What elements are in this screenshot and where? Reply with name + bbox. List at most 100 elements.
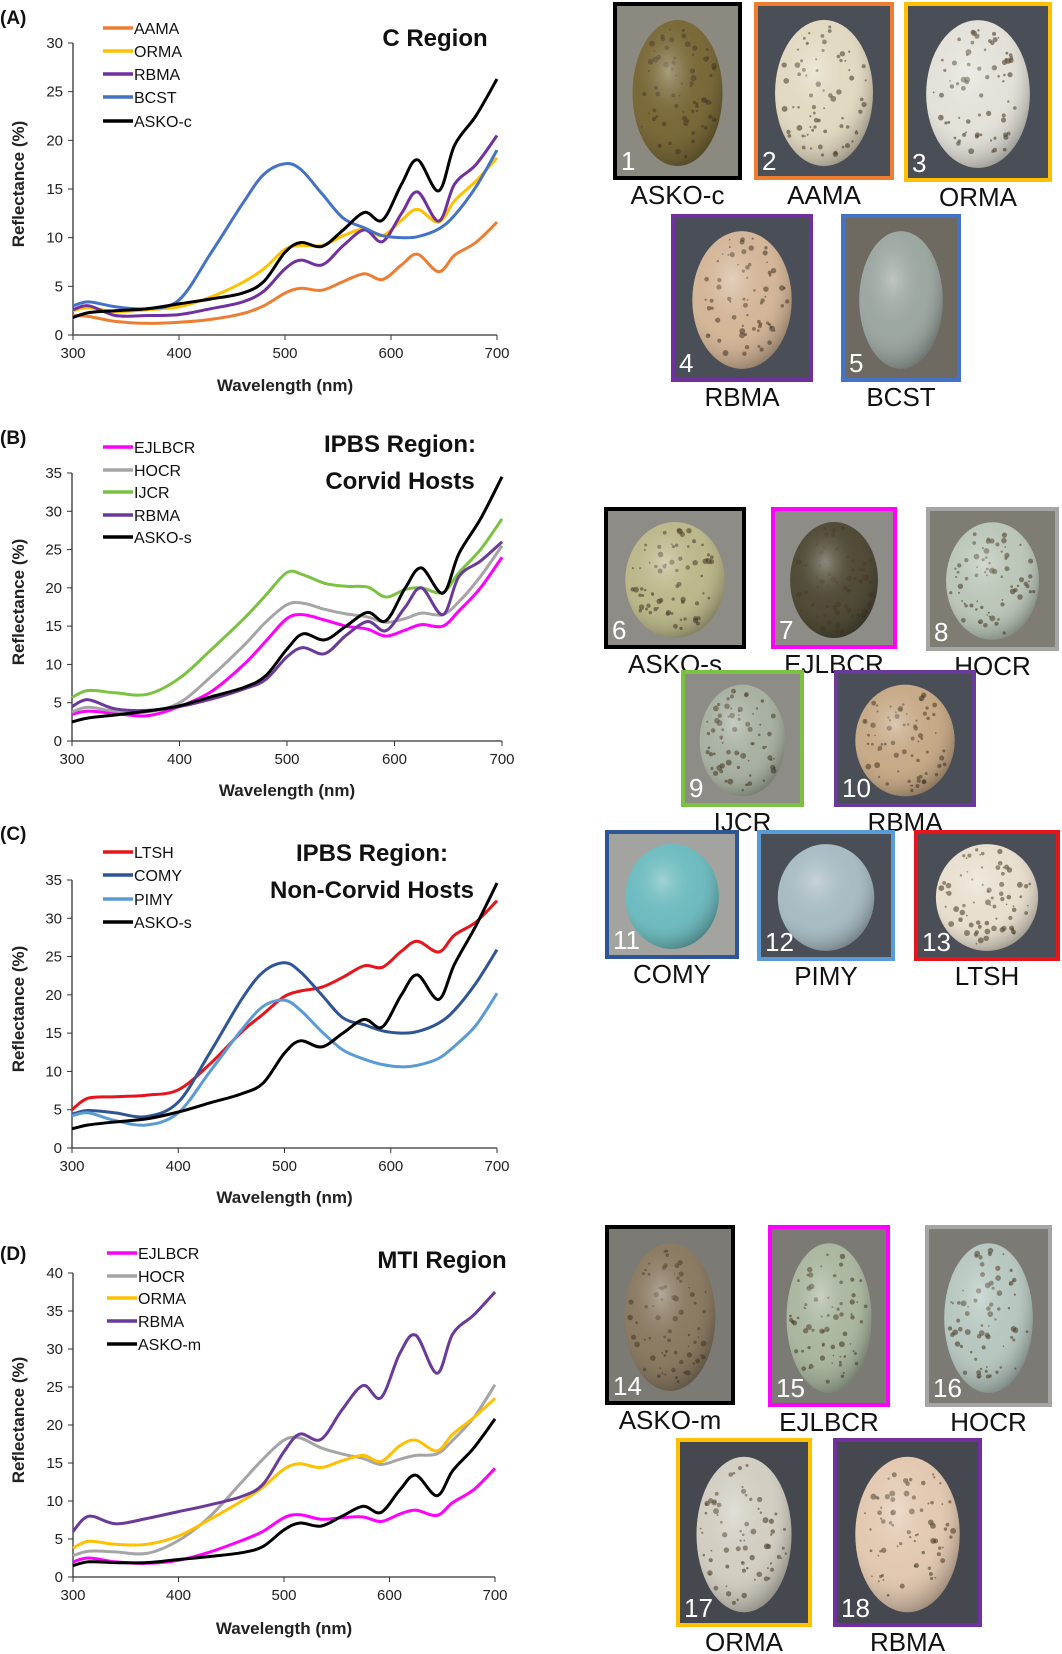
y-tick-label: 10 <box>46 1493 63 1510</box>
x-tick-label: 300 <box>59 751 84 768</box>
y-tick-label: 10 <box>45 656 62 673</box>
x-tick-label: 700 <box>484 345 509 362</box>
egg-photo-14: 14 ASKO-m <box>605 1225 735 1435</box>
y-tick-label: 30 <box>46 35 63 52</box>
egg-shading <box>935 844 1039 951</box>
y-tick-label: 35 <box>45 872 62 889</box>
series-line-hocr <box>71 544 504 714</box>
chart-title: IPBS Region: <box>296 840 448 867</box>
egg-shading <box>624 1243 716 1391</box>
y-tick-label: 20 <box>45 580 62 597</box>
x-tick-label: 400 <box>166 345 191 362</box>
egg-shading <box>632 19 723 167</box>
x-axis-label: Wavelength (nm) <box>217 376 353 395</box>
egg-number: 7 <box>779 615 793 645</box>
egg-label: ASKO-c <box>631 180 725 210</box>
legend-entry: ASKO-c <box>134 114 192 131</box>
x-tick-label: 700 <box>489 751 514 768</box>
y-tick-label: 15 <box>46 181 63 198</box>
egg-shading <box>625 844 719 949</box>
series-line-asko-s <box>71 476 504 724</box>
y-tick-label: 5 <box>54 1102 62 1119</box>
series-line-asko-s <box>71 882 499 1131</box>
y-tick-label: 25 <box>46 1379 63 1396</box>
egg-shading <box>696 1456 792 1613</box>
series-line-rbma <box>71 1290 497 1533</box>
x-tick-label: 500 <box>272 345 297 362</box>
legend-entry: IJCR <box>134 485 170 502</box>
egg-shading <box>855 1456 960 1613</box>
egg-photo-11: 11 COMY <box>605 830 739 989</box>
egg-label: RBMA <box>704 382 780 412</box>
chart-title: Corvid Hosts <box>325 468 474 495</box>
x-tick-label: 700 <box>484 1158 509 1175</box>
chart-title: MTI Region <box>377 1247 506 1274</box>
y-axis-label: Reflectance (%) <box>9 1357 28 1484</box>
egg-shading <box>855 684 955 797</box>
legend-entry: HOCR <box>134 463 181 480</box>
egg-shading <box>790 522 878 638</box>
chart-panel-b: (B) IPBS Region: Corvid Hosts 0 5 10 15 20 25 30 3… <box>0 428 515 800</box>
egg-shading <box>926 20 1030 168</box>
y-axis-label: Reflectance (%) <box>9 946 28 1073</box>
x-tick-label: 300 <box>60 1587 85 1604</box>
series-line-ejlbcr <box>72 1467 497 1565</box>
egg-label: COMY <box>633 959 711 989</box>
egg-number: 10 <box>842 773 871 803</box>
egg-shading <box>859 231 943 369</box>
x-tick-label: 300 <box>60 345 85 362</box>
egg-shading <box>777 844 875 951</box>
y-tick-label: 35 <box>46 1303 63 1320</box>
series-line-asko-m <box>72 1418 497 1568</box>
series-line-ejlbcr <box>71 556 504 718</box>
egg-shading <box>699 684 786 797</box>
series-line-hocr <box>72 1383 497 1558</box>
legend-entry: ASKO-m <box>138 1337 201 1354</box>
egg-number: 16 <box>933 1373 962 1403</box>
x-tick-label: 600 <box>378 1158 403 1175</box>
x-axis-label: Wavelength (nm) <box>219 781 355 800</box>
y-tick-label: 20 <box>46 132 63 149</box>
egg-photo-2: 2 AAMA <box>754 2 894 210</box>
egg-label: AAMA <box>787 180 861 210</box>
y-tick-label: 10 <box>46 230 63 247</box>
y-tick-label: 5 <box>55 278 63 295</box>
y-tick-label: 0 <box>55 327 63 344</box>
x-tick-label: 300 <box>59 1158 84 1175</box>
legend-entry: EJLBCR <box>134 440 195 457</box>
series-line-rbma <box>72 134 499 318</box>
legend-entry: RBMA <box>134 508 181 525</box>
egg-shading <box>944 1243 1033 1393</box>
chart-panel-d: (D) MTI Region 0 5 10 15 20 25 30 35 40 300 400 500 60… <box>0 1244 508 1638</box>
legend-entry: HOCR <box>138 1269 185 1286</box>
panel-label: (D) <box>0 1244 26 1265</box>
y-tick-label: 30 <box>46 1341 63 1358</box>
egg-number: 9 <box>689 773 703 803</box>
egg-label: BCST <box>866 382 935 412</box>
y-tick-label: 15 <box>46 1455 63 1472</box>
egg-shading <box>775 19 873 167</box>
y-tick-label: 25 <box>46 84 63 101</box>
series-line-orma <box>72 1397 497 1550</box>
x-tick-label: 600 <box>378 345 403 362</box>
egg-number: 8 <box>934 617 948 647</box>
egg-label: HOCR <box>950 1407 1027 1437</box>
egg-number: 17 <box>684 1593 713 1623</box>
egg-photo-15: 15 EJLBCR <box>768 1225 890 1437</box>
y-axis-label: Reflectance (%) <box>9 539 28 666</box>
egg-label: LTSH <box>955 961 1020 991</box>
series-line-asko-c <box>72 78 499 319</box>
egg-number: 4 <box>679 348 693 378</box>
x-axis-label: Wavelength (nm) <box>216 1188 352 1207</box>
legend-entry: EJLBCR <box>138 1246 199 1263</box>
legend-entry: LTSH <box>134 845 174 862</box>
egg-number: 11 <box>613 925 640 955</box>
legend-entry: AAMA <box>134 21 180 38</box>
egg-number: 15 <box>776 1373 805 1403</box>
